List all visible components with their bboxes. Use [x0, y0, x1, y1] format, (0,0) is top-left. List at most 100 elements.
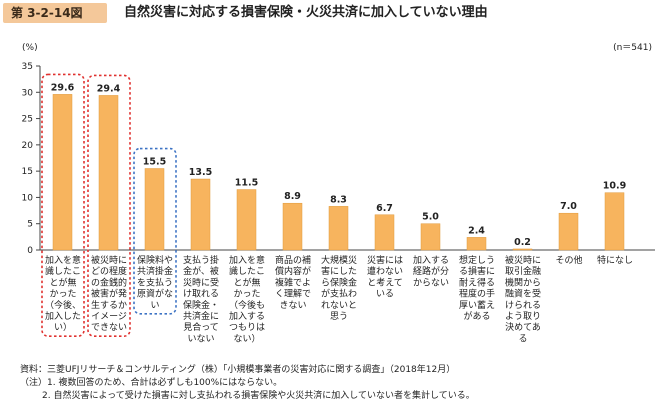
data-label: 29.4 — [97, 83, 121, 94]
bar — [52, 94, 73, 251]
bar — [558, 212, 579, 251]
x-category-label: できない — [91, 322, 127, 333]
x-category-label: 経路が分 — [413, 265, 449, 277]
x-category-label: 程度の手 — [459, 288, 495, 300]
x-category-label: れないと — [321, 300, 357, 311]
bar — [190, 178, 211, 251]
x-category-label: ない） — [233, 333, 260, 344]
x-category-label: 被害が発 — [91, 288, 127, 300]
x-category-label: イメージ — [91, 312, 127, 322]
bar — [466, 237, 487, 251]
y-tick-label: 30 — [22, 88, 34, 98]
x-category-label: 原資がな — [137, 288, 173, 300]
x-category-label: の金銭的 — [91, 276, 127, 288]
x-category-label: つもりは — [229, 322, 265, 333]
data-label: 0.2 — [514, 237, 531, 248]
x-category-label: 厚い蓄え — [459, 299, 495, 311]
data-label: 6.7 — [376, 203, 393, 214]
data-label: 11.5 — [235, 178, 258, 189]
source-note: 資料：三菱UFJリサーチ＆コンサルティング（株）「小規模事業者の災害対応に関する… — [20, 365, 456, 375]
x-category-label: （今後、 — [45, 299, 81, 311]
x-category-label: い — [150, 301, 159, 311]
x-category-label: 生するか — [91, 299, 127, 311]
footnote-2: 2. 自然災害によって受けた損害に対し支払われる損害保険や火災共済に加入していな… — [42, 391, 475, 401]
x-category-label: 害にした — [321, 265, 357, 277]
x-category-label: 決めてあ — [505, 321, 541, 333]
x-category-label: 加入する — [229, 311, 265, 322]
data-label: 5.0 — [422, 212, 439, 223]
y-tick-label: 35 — [22, 62, 33, 72]
x-category-label: 特になし — [597, 254, 633, 266]
x-category-label: いる — [376, 289, 394, 300]
x-category-label: よう取り — [505, 311, 541, 322]
data-label: 10.9 — [603, 181, 626, 192]
y-tick-label: 0 — [27, 246, 33, 256]
x-category-label: け取れる — [183, 289, 219, 300]
x-category-label: 加入を意 — [45, 254, 81, 266]
figure-title: 自然災害に対応する損害保険・火災共済に加入していない理由 — [124, 5, 488, 20]
x-category-label: いない — [187, 333, 214, 344]
data-label: 29.6 — [51, 82, 75, 93]
x-category-label: 金が、被 — [183, 265, 219, 277]
x-category-label: 保険料や — [137, 254, 173, 266]
x-category-label: けられる — [505, 300, 541, 311]
x-category-label: る — [518, 333, 527, 344]
y-tick-label: 10 — [22, 193, 34, 203]
figure-header: 第 3-2-14図 自然災害に対応する損害保険・火災共済に加入していない理由 — [0, 0, 661, 26]
y-tick-label: 20 — [22, 141, 34, 151]
x-category-label: 保険金・ — [183, 299, 219, 311]
x-category-label: かった — [233, 289, 260, 300]
x-category-label: 支払う掛 — [183, 254, 219, 266]
x-category-label: 償内容が — [275, 265, 311, 277]
data-label: 15.5 — [143, 157, 166, 168]
bar — [144, 168, 165, 251]
x-category-label: る損害に — [459, 265, 495, 277]
x-category-label: 思う — [330, 311, 348, 322]
data-label: 8.3 — [330, 194, 347, 205]
x-category-label: 災害には — [367, 254, 403, 266]
x-category-label: 複雑でよ — [275, 276, 311, 288]
y-tick-label: 15 — [22, 167, 33, 177]
bar-chart: (%) (n＝541) 0 5 10 15 20 25 30 35 29.6 加入を意識したこと… — [22, 43, 655, 344]
bar — [236, 189, 257, 251]
highlight-box — [87, 74, 131, 338]
x-category-label: い） — [54, 322, 72, 333]
x-category-label: がある — [463, 310, 490, 322]
x-category-label: ら保険金 — [321, 276, 357, 288]
x-category-label: 取引金融 — [505, 265, 541, 277]
x-category-label: 商品の補 — [275, 254, 311, 266]
x-category-label: 共済掛金 — [137, 265, 173, 277]
bar — [98, 95, 119, 251]
x-category-label: を支払う — [137, 276, 173, 288]
footnote-1: （注）1. 複数回答のため、合計は必ずしも100%にはならない。 — [20, 378, 283, 388]
x-category-label: 機関から — [505, 276, 541, 288]
highlight-box — [41, 73, 85, 338]
x-category-label: 識したこ — [45, 265, 81, 277]
x-category-label: とが無 — [49, 276, 76, 288]
data-label: 13.5 — [189, 167, 212, 178]
x-category-label: 災時に受 — [183, 276, 219, 288]
data-label: 8.9 — [284, 191, 301, 202]
x-category-label: 大規模災 — [321, 254, 357, 266]
x-category-label: きない — [279, 300, 306, 311]
sample-size-label: (n＝541) — [613, 43, 652, 53]
x-category-label: かった — [49, 289, 76, 300]
x-category-label: く理解で — [275, 288, 311, 300]
bar — [420, 223, 441, 251]
x-category-label: 融資を受 — [505, 288, 541, 300]
x-category-label: その他 — [555, 254, 582, 266]
x-category-label: 加入を意 — [229, 254, 265, 266]
highlight-box — [133, 147, 177, 315]
x-category-label: 被災時に — [91, 254, 127, 266]
bar — [604, 192, 625, 251]
y-axis-unit-label: (%) — [22, 43, 38, 53]
x-category-label: 被災時に — [505, 254, 541, 266]
x-category-label: からない — [413, 277, 449, 288]
figure-number-badge: 第 3-2-14図 — [3, 3, 107, 23]
x-category-label: 耐え得る — [459, 276, 495, 288]
bar — [282, 202, 303, 251]
x-category-label: 加入する — [413, 255, 449, 266]
y-tick-label: 25 — [22, 115, 33, 125]
x-category-label: 共済金に — [183, 310, 219, 322]
x-category-label: と考えて — [367, 277, 403, 288]
